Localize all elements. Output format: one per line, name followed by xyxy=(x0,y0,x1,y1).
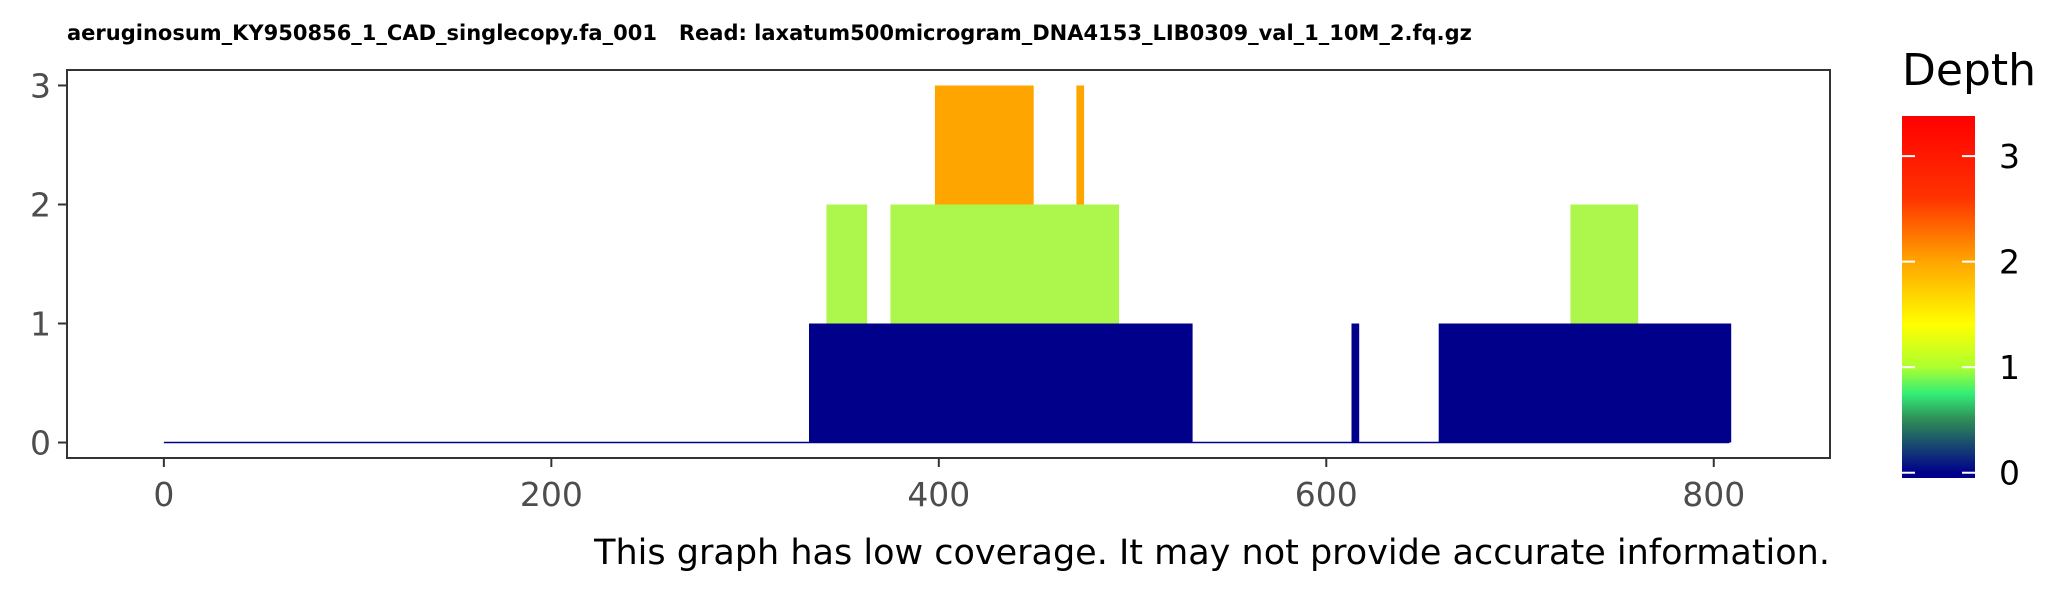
legend-tick-label: 1 xyxy=(1999,348,2020,387)
x-tick-label: 0 xyxy=(153,475,174,514)
y-tick-label: 1 xyxy=(30,305,51,344)
legend-title: Depth xyxy=(1902,45,2036,96)
x-axis: 0 200 400 600 800 xyxy=(153,458,1745,514)
coverage-segments xyxy=(809,85,1732,443)
x-tick-label: 600 xyxy=(1295,475,1358,514)
legend-tick-label: 3 xyxy=(1999,137,2020,176)
plot-border xyxy=(66,69,1831,459)
low-coverage-caption: This graph has low coverage. It may not … xyxy=(593,533,1830,573)
chart-title: aeruginosum_KY950856_1_CAD_singlecopy.fa… xyxy=(67,21,1472,45)
y-tick-label: 0 xyxy=(30,424,51,463)
depth-3-segment xyxy=(934,85,1034,205)
x-tick-label: 200 xyxy=(520,475,583,514)
depth-2-segment xyxy=(890,204,1119,324)
depth-1-segment xyxy=(1438,323,1732,443)
y-axis: 0 1 2 3 xyxy=(30,66,67,463)
depth-legend: Depth 0 1 2 3 xyxy=(1902,45,2036,493)
depth-2-segment xyxy=(1570,204,1639,324)
legend-colorbar xyxy=(1902,116,1975,478)
legend-ticks: 0 1 2 3 xyxy=(1902,137,2020,493)
y-tick-label: 3 xyxy=(30,66,51,105)
x-tick-label: 400 xyxy=(907,475,970,514)
depth-1-segment xyxy=(1351,323,1360,443)
x-tick-label: 800 xyxy=(1682,475,1745,514)
depth-3-segment xyxy=(1076,85,1085,205)
depth-2-segment xyxy=(826,204,868,324)
legend-tick-label: 0 xyxy=(1999,454,2020,493)
y-tick-label: 2 xyxy=(30,185,51,224)
depth-1-segment xyxy=(809,323,1193,443)
legend-tick-label: 2 xyxy=(1999,243,2020,282)
